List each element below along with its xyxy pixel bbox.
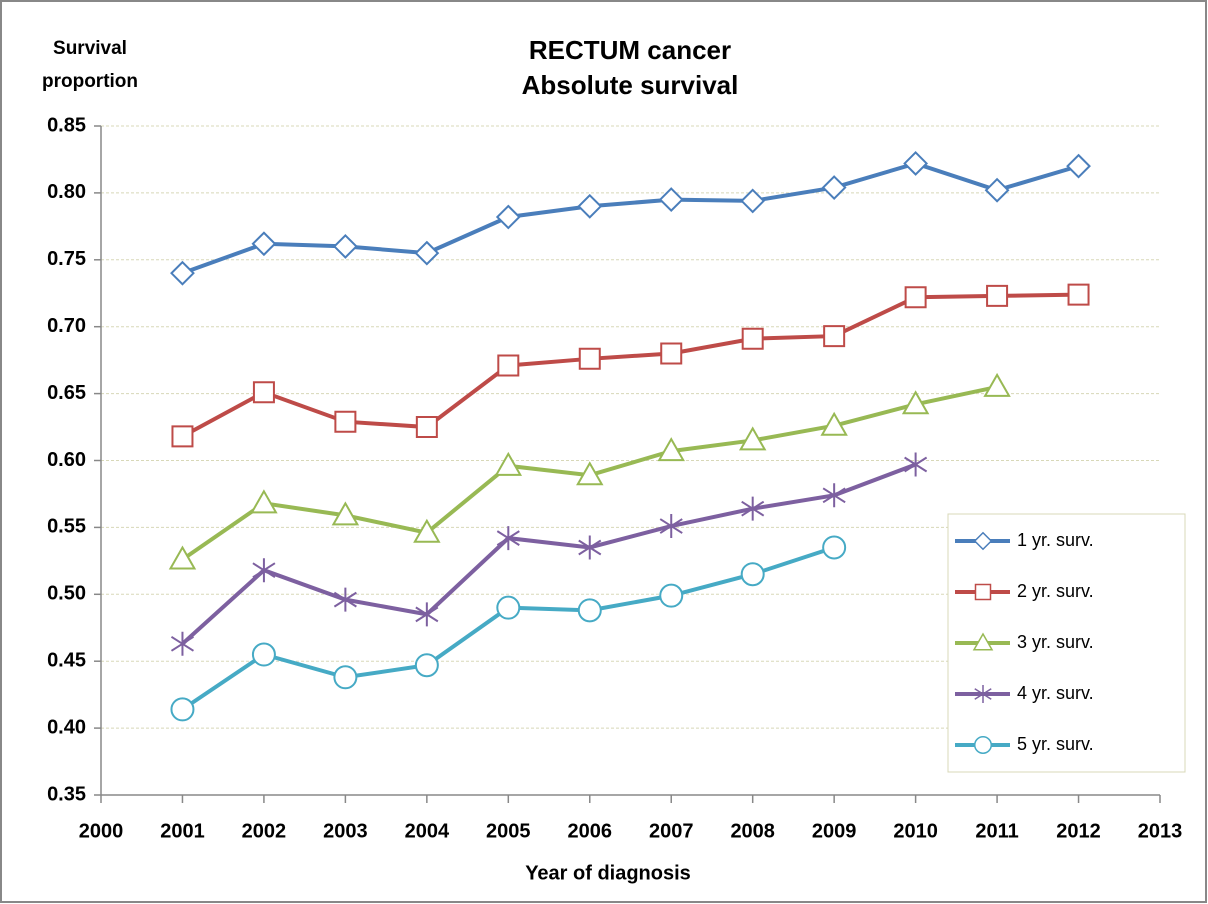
x-tick-label: 2000	[79, 820, 124, 842]
marker	[578, 347, 601, 370]
y-tick-label: 0.55	[47, 516, 86, 538]
marker	[1066, 153, 1091, 179]
legend-label: 4 yr. surv.	[1017, 683, 1094, 703]
marker	[168, 545, 197, 570]
marker	[740, 562, 765, 587]
marker	[983, 372, 1011, 397]
y-tick-label: 0.85	[47, 114, 86, 136]
series-line	[181, 462, 917, 646]
chart-title: RECTUM cancer	[529, 35, 731, 65]
marker	[741, 496, 765, 521]
marker	[740, 188, 766, 214]
marker	[738, 426, 767, 451]
x-tick-label: 2010	[893, 820, 938, 842]
marker	[252, 381, 275, 404]
y-tick-label: 0.60	[47, 449, 86, 471]
y-tick-label: 0.65	[47, 382, 86, 404]
x-tick-label: 2009	[812, 820, 857, 842]
marker	[577, 598, 602, 623]
chart-title: Absolute survival	[522, 70, 739, 100]
marker	[1067, 283, 1090, 306]
x-axis-label: Year of diagnosis	[525, 862, 691, 884]
marker	[578, 535, 602, 560]
legend-label: 5 yr. surv.	[1017, 734, 1094, 754]
y-tick-label: 0.40	[47, 716, 86, 738]
marker	[659, 514, 683, 539]
y-tick-label: 0.50	[47, 583, 86, 605]
marker	[414, 653, 439, 678]
marker	[901, 390, 930, 415]
x-tick-label: 2013	[1138, 820, 1183, 842]
x-tick-label: 2007	[649, 820, 694, 842]
x-tick-label: 2005	[486, 820, 531, 842]
marker	[250, 489, 278, 514]
marker	[577, 193, 603, 219]
marker	[741, 327, 764, 350]
marker	[821, 175, 847, 200]
legend-label: 1 yr. surv.	[1017, 530, 1094, 550]
marker	[333, 665, 358, 690]
marker	[822, 483, 846, 508]
marker	[820, 411, 848, 436]
marker	[496, 595, 521, 620]
x-tick-label: 2008	[730, 820, 775, 842]
marker	[657, 437, 685, 462]
marker	[986, 284, 1009, 307]
marker	[251, 642, 276, 667]
marker	[252, 558, 276, 583]
series-line	[181, 161, 1080, 276]
marker	[171, 425, 194, 448]
marker	[904, 286, 927, 309]
y-tick-label: 0.35	[47, 783, 86, 805]
marker	[415, 602, 439, 627]
x-tick-label: 2004	[405, 820, 450, 842]
marker	[496, 526, 520, 551]
marker	[660, 342, 683, 365]
marker	[332, 234, 358, 259]
marker	[331, 501, 360, 526]
marker	[251, 231, 277, 257]
x-tick-label: 2006	[568, 820, 613, 842]
marker	[822, 535, 847, 560]
y-tick-label: 0.70	[47, 315, 86, 337]
legend-marker	[974, 736, 992, 754]
marker	[170, 697, 195, 722]
marker	[494, 451, 523, 476]
marker	[903, 151, 929, 176]
marker	[659, 583, 684, 608]
legend-label: 3 yr. surv.	[1017, 632, 1094, 652]
marker	[984, 177, 1010, 203]
x-tick-label: 2012	[1056, 820, 1101, 842]
marker	[414, 240, 440, 266]
marker	[823, 325, 846, 348]
legend-marker	[974, 685, 992, 703]
marker	[334, 410, 357, 433]
marker	[170, 631, 194, 656]
marker	[576, 461, 604, 486]
marker	[333, 587, 357, 612]
legend-marker	[974, 583, 992, 601]
y-tick-label: 0.75	[47, 248, 86, 270]
y-axis-label: proportion	[42, 71, 138, 92]
marker	[658, 187, 684, 213]
legend-label: 2 yr. surv.	[1017, 581, 1094, 601]
y-tick-label: 0.80	[47, 181, 86, 203]
legend-marker	[973, 531, 993, 551]
y-tick-label: 0.45	[47, 649, 86, 671]
series-line	[181, 292, 1079, 439]
legend-marker	[972, 632, 994, 651]
marker	[497, 354, 520, 377]
marker	[904, 452, 928, 477]
y-axis-label: Survival	[53, 38, 127, 59]
x-tick-label: 2002	[242, 820, 287, 842]
x-tick-label: 2001	[160, 820, 205, 842]
marker	[415, 416, 438, 439]
marker	[413, 518, 441, 543]
x-tick-label: 2011	[975, 820, 1018, 842]
marker	[495, 204, 521, 230]
x-tick-label: 2003	[323, 820, 368, 842]
marker	[170, 260, 195, 286]
